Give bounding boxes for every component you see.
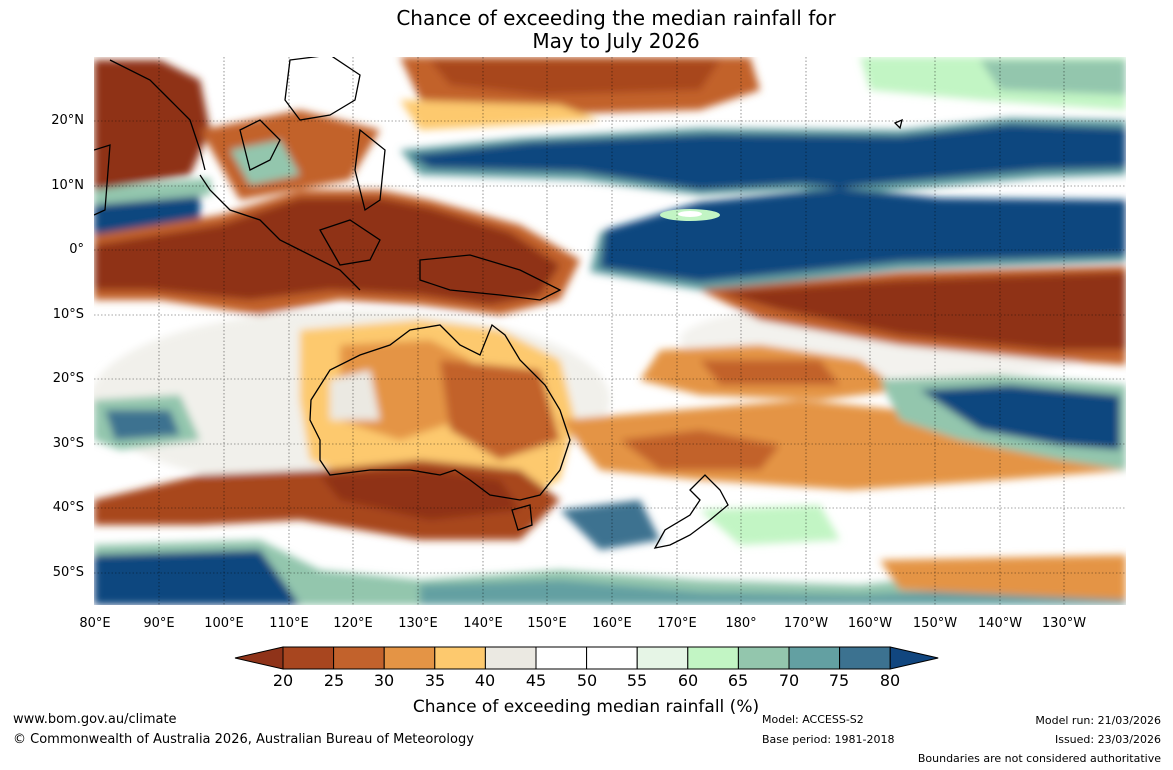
colorbar-segment xyxy=(333,646,385,670)
colorbar-tick-45: 45 xyxy=(525,671,547,690)
colorbar-tick-70: 70 xyxy=(778,671,800,690)
colorbar-tick-80: 80 xyxy=(879,671,901,690)
probability-field xyxy=(94,57,1126,605)
colorbar-segment xyxy=(737,646,790,670)
colorbar-segment xyxy=(636,646,689,670)
lon-label-160e: 160°E xyxy=(592,616,632,631)
colorbar-tick-65: 65 xyxy=(727,671,749,690)
colorbar-arrow-high xyxy=(889,646,939,670)
lat-label-30s: 30°S xyxy=(52,436,84,451)
lon-label-130e: 130°E xyxy=(398,616,438,631)
issued-text: Issued: 23/03/2026 xyxy=(1054,733,1161,746)
colorbar-tick-40: 40 xyxy=(474,671,496,690)
colorbar-tick-55: 55 xyxy=(626,671,648,690)
lon-label-90e: 90°E xyxy=(143,616,175,631)
lat-label-10s: 10°S xyxy=(52,307,84,322)
lat-label-equator: 0° xyxy=(69,242,84,257)
colorbar-arrow-low xyxy=(234,646,284,670)
lat-label-50s: 50°S xyxy=(52,565,84,580)
colorbar-segment xyxy=(434,646,486,670)
lon-label-150w: 150°W xyxy=(912,616,958,631)
lon-label-100e: 100°E xyxy=(204,616,244,631)
model-run-text: Model run: 21/03/2026 xyxy=(1035,714,1161,727)
lon-label-170w: 170°W xyxy=(783,616,829,631)
colorbar-segment xyxy=(586,646,638,670)
colorbar-segment xyxy=(535,646,588,670)
colorbar-segment xyxy=(282,646,335,670)
disclaimer-text: Boundaries are not considered authoritat… xyxy=(917,752,1161,765)
lon-label-130w: 130°W xyxy=(1041,616,1087,631)
colorbar-title: Chance of exceeding median rainfall (%) xyxy=(412,697,760,717)
lon-label-140e: 140°E xyxy=(463,616,503,631)
coastlines xyxy=(94,57,903,549)
lat-label-10n: 10°N xyxy=(51,178,84,193)
lat-label-20n: 20°N xyxy=(51,113,84,128)
lat-label-40s: 40°S xyxy=(52,500,84,515)
colorbar-segment xyxy=(839,646,891,670)
colorbar-segment xyxy=(383,646,436,670)
colorbar-tick-25: 25 xyxy=(323,671,345,690)
colorbar-tick-75: 75 xyxy=(828,671,850,690)
copyright-text: © Commonwealth of Australia 2026, Austra… xyxy=(13,732,474,747)
lon-label-80e: 80°E xyxy=(79,616,111,631)
colorbar xyxy=(234,646,939,670)
colorbar-segment xyxy=(484,646,537,670)
map-title-line1: Chance of exceeding the median rainfall … xyxy=(396,6,836,30)
base-period-text: Base period: 1981-2018 xyxy=(762,733,895,746)
lon-label-110e: 110°E xyxy=(269,616,309,631)
lon-label-180: 180° xyxy=(725,616,757,631)
website-text: www.bom.gov.au/climate xyxy=(13,712,177,727)
colorbar-segment xyxy=(788,646,841,670)
lon-label-120e: 120°E xyxy=(333,616,373,631)
model-text: Model: ACCESS-S2 xyxy=(762,713,864,726)
colorbar-segment xyxy=(687,646,739,670)
colorbar-tick-35: 35 xyxy=(424,671,446,690)
lat-label-20s: 20°S xyxy=(52,371,84,386)
lon-label-150e: 150°E xyxy=(527,616,567,631)
lon-label-160w: 160°W xyxy=(847,616,893,631)
colorbar-tick-30: 30 xyxy=(373,671,395,690)
colorbar-tick-60: 60 xyxy=(677,671,699,690)
colorbar-tick-20: 20 xyxy=(272,671,294,690)
colorbar-tick-50: 50 xyxy=(576,671,598,690)
lon-label-140w: 140°W xyxy=(977,616,1023,631)
map-title-line2: May to July 2026 xyxy=(532,29,700,53)
graticule xyxy=(94,57,1126,605)
lon-label-170e: 170°E xyxy=(657,616,697,631)
